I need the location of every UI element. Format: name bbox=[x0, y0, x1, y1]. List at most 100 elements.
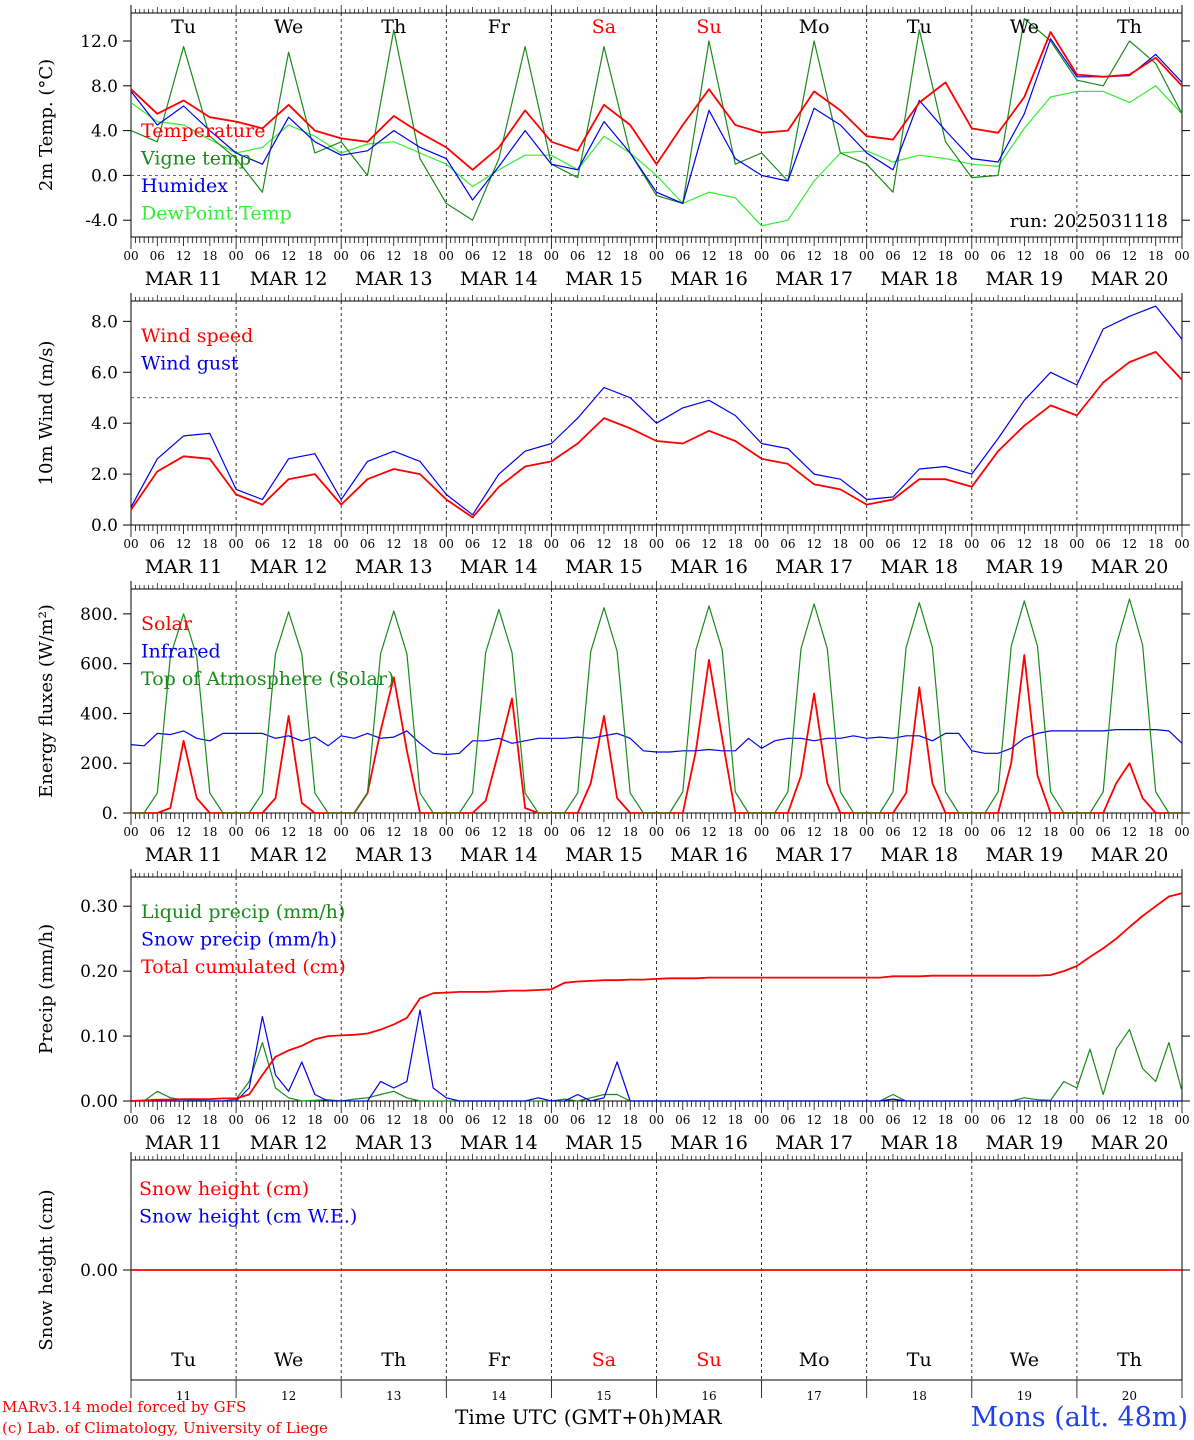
x-tick-label: 12 bbox=[386, 249, 401, 263]
day-number-label: 17 bbox=[807, 1389, 822, 1403]
x-tick-label: 12 bbox=[596, 537, 611, 551]
x-tick-label: 18 bbox=[728, 249, 743, 263]
y-tick-label: 200. bbox=[80, 754, 118, 774]
day-name-label: Su bbox=[696, 1349, 721, 1371]
day-number-label: 14 bbox=[491, 1389, 507, 1403]
day-name-label: Tu bbox=[171, 1349, 196, 1371]
panel-1: 00 06 12 18 00 06 12 18 00 06 12 18 00 06 12 18 00 06 12 18… bbox=[36, 5, 1190, 290]
date-label: MAR 17 bbox=[775, 844, 853, 866]
x-tick-label: 12 bbox=[912, 249, 927, 263]
date-label: MAR 17 bbox=[775, 1132, 853, 1154]
x-tick-label: 18 bbox=[1043, 249, 1058, 263]
day-name-label: Sa bbox=[592, 1349, 616, 1371]
x-tick-label: 12 bbox=[176, 537, 191, 551]
x-tick-label: 00 bbox=[439, 249, 454, 263]
y-tick-label: 4.0 bbox=[91, 122, 118, 142]
date-label: MAR 11 bbox=[145, 268, 223, 290]
x-tick-label: 00 bbox=[964, 1113, 979, 1127]
day-name-label: Tu bbox=[907, 16, 932, 38]
y-tick-label: 600. bbox=[80, 655, 118, 675]
day-name-label: Mo bbox=[799, 1349, 830, 1371]
day-number-label: 16 bbox=[701, 1389, 716, 1403]
x-tick-label: 18 bbox=[412, 537, 427, 551]
x-tick-label: 18 bbox=[1148, 249, 1163, 263]
x-tick-label: 18 bbox=[202, 825, 217, 839]
x-tick-label: 18 bbox=[728, 537, 743, 551]
x-tick-label: 18 bbox=[623, 1113, 638, 1127]
x-tick-label: 00 bbox=[1069, 825, 1084, 839]
x-tick-label: 18 bbox=[202, 249, 217, 263]
x-tick-label: 00 bbox=[1069, 1113, 1084, 1127]
x-tick-label: 18 bbox=[623, 249, 638, 263]
y-axis-label: Energy fluxes (W/m²) bbox=[36, 604, 57, 798]
x-tick-label: 12 bbox=[1122, 825, 1137, 839]
x-tick-label: 00 bbox=[123, 537, 138, 551]
y-tick-label: 0.0 bbox=[91, 166, 118, 186]
x-tick-label: 00 bbox=[859, 249, 874, 263]
date-label: MAR 14 bbox=[460, 268, 538, 290]
x-tick-label: 06 bbox=[675, 537, 690, 551]
x-tick-label: 12 bbox=[1122, 1113, 1137, 1127]
date-label: MAR 13 bbox=[355, 844, 433, 866]
y-tick-label: 400. bbox=[80, 704, 118, 724]
date-label: MAR 12 bbox=[250, 1132, 328, 1154]
x-tick-label: 06 bbox=[150, 1113, 165, 1127]
x-tick-label: 12 bbox=[281, 1113, 296, 1127]
x-tick-label: 00 bbox=[334, 825, 349, 839]
legend-entry: Snow precip (mm/h) bbox=[141, 929, 337, 951]
x-tick-label: 00 bbox=[964, 537, 979, 551]
x-tick-label: 00 bbox=[439, 1113, 454, 1127]
x-tick-label: 00 bbox=[228, 249, 243, 263]
x-tick-label: 00 bbox=[439, 825, 454, 839]
y-tick-label: 2.0 bbox=[91, 465, 118, 485]
x-tick-label: 06 bbox=[675, 249, 690, 263]
x-tick-label: 18 bbox=[728, 1113, 743, 1127]
date-label: MAR 20 bbox=[1091, 556, 1169, 578]
legend-entry: Temperature bbox=[141, 120, 265, 142]
date-label: MAR 20 bbox=[1091, 844, 1169, 866]
series-wind-speed bbox=[130, 350, 1183, 519]
date-label: MAR 11 bbox=[145, 1132, 223, 1154]
x-tick-label: 00 bbox=[754, 1113, 769, 1127]
x-tick-label: 12 bbox=[386, 537, 401, 551]
x-tick-label: 18 bbox=[517, 249, 532, 263]
x-tick-label: 06 bbox=[360, 1113, 375, 1127]
y-tick-label: 8.0 bbox=[91, 312, 118, 332]
legend-entry: Top of Atmosphere (Solar) bbox=[141, 668, 394, 690]
x-tick-label: 18 bbox=[833, 1113, 848, 1127]
x-tick-label: 18 bbox=[517, 537, 532, 551]
x-tick-label: 00 bbox=[544, 249, 559, 263]
x-tick-label: 18 bbox=[1043, 1113, 1058, 1127]
x-tick-label: 18 bbox=[307, 1113, 322, 1127]
y-tick-label: 0.20 bbox=[80, 962, 118, 982]
date-label: MAR 19 bbox=[985, 1132, 1063, 1154]
date-label: MAR 15 bbox=[565, 556, 643, 578]
x-tick-label: 12 bbox=[701, 249, 716, 263]
series-total-cumulated-cm bbox=[130, 892, 1183, 1102]
x-tick-label: 12 bbox=[1122, 537, 1137, 551]
x-tick-label: 18 bbox=[833, 825, 848, 839]
x-tick-label: 00 bbox=[439, 537, 454, 551]
x-tick-label: 06 bbox=[465, 537, 480, 551]
x-tick-label: 12 bbox=[912, 1113, 927, 1127]
date-label: MAR 18 bbox=[880, 268, 958, 290]
date-label: MAR 13 bbox=[355, 1132, 433, 1154]
y-tick-label: 0.0 bbox=[91, 516, 118, 536]
x-tick-label: 06 bbox=[1096, 825, 1111, 839]
date-label: MAR 11 bbox=[145, 844, 223, 866]
legend-entry: Snow height (cm W.E.) bbox=[139, 1206, 357, 1228]
x-tick-label: 00 bbox=[859, 825, 874, 839]
x-tick-label: 18 bbox=[1043, 825, 1058, 839]
x-tick-label: 00 bbox=[123, 1113, 138, 1127]
x-tick-label: 18 bbox=[517, 1113, 532, 1127]
x-tick-label: 06 bbox=[780, 825, 795, 839]
x-tick-label: 18 bbox=[307, 537, 322, 551]
x-tick-label: 06 bbox=[465, 825, 480, 839]
x-tick-label: 06 bbox=[150, 825, 165, 839]
x-tick-label: 00 bbox=[754, 537, 769, 551]
y-tick-label: 0.00 bbox=[80, 1261, 118, 1281]
x-tick-label: 06 bbox=[360, 825, 375, 839]
y-axis-label: Precip (mm/h) bbox=[36, 924, 57, 1054]
panel-3: 00 06 12 18 00 06 12 18 00 06 12 18 00 06 12 18 00 06 12 18… bbox=[36, 581, 1190, 866]
x-tick-label: 00 bbox=[123, 825, 138, 839]
